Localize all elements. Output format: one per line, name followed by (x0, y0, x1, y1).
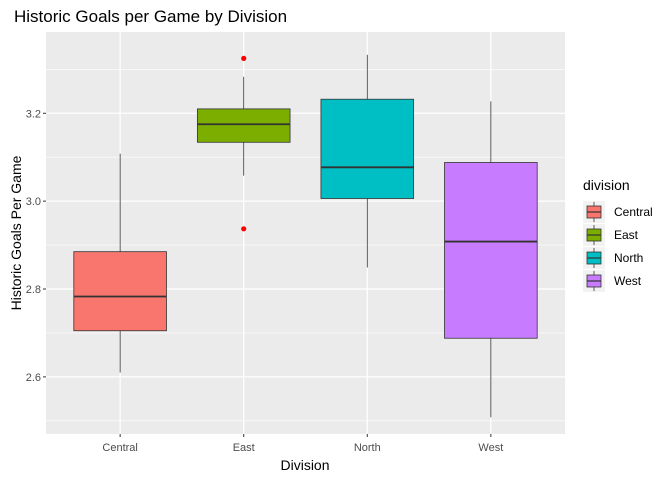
x-tick-label: North (354, 442, 381, 454)
box-east (196, 55, 291, 232)
legend-label: East (614, 228, 639, 242)
x-tick-label: Central (102, 442, 137, 454)
x-axis-title: Division (280, 457, 329, 473)
x-axis: Central East North West (102, 434, 503, 454)
legend: division Central East North West (583, 177, 653, 292)
legend-label: North (614, 251, 643, 265)
box-iqr (196, 108, 291, 143)
legend-items: Central East North West (583, 201, 653, 292)
y-tick-label: 3.2 (26, 108, 41, 120)
legend-item-east: East (583, 224, 639, 246)
x-tick-label: East (233, 442, 255, 454)
y-tick-label: 2.6 (26, 372, 41, 384)
y-axis: 2.6 2.8 3.0 3.2 (26, 108, 46, 384)
box-north (320, 54, 415, 268)
box-iqr (73, 251, 167, 332)
chart-title: Historic Goals per Game by Division (14, 7, 287, 26)
legend-item-west: West (583, 270, 642, 292)
y-axis-title: Historic Goals Per Game (8, 155, 24, 310)
legend-label: West (614, 274, 642, 288)
plot-panel (46, 32, 565, 434)
x-tick-label: West (478, 442, 503, 454)
legend-item-central: Central (583, 201, 653, 223)
legend-label: Central (614, 205, 653, 219)
box-series (73, 54, 538, 418)
outlier-point (241, 226, 247, 232)
legend-item-north: North (583, 247, 643, 269)
box-iqr (320, 98, 415, 199)
outlier-point (241, 55, 247, 61)
box-iqr (444, 162, 538, 339)
y-tick-label: 3.0 (26, 196, 41, 208)
y-tick-label: 2.8 (26, 284, 41, 296)
legend-title: division (583, 177, 630, 193)
box-central (73, 153, 167, 373)
box-west (444, 101, 538, 418)
